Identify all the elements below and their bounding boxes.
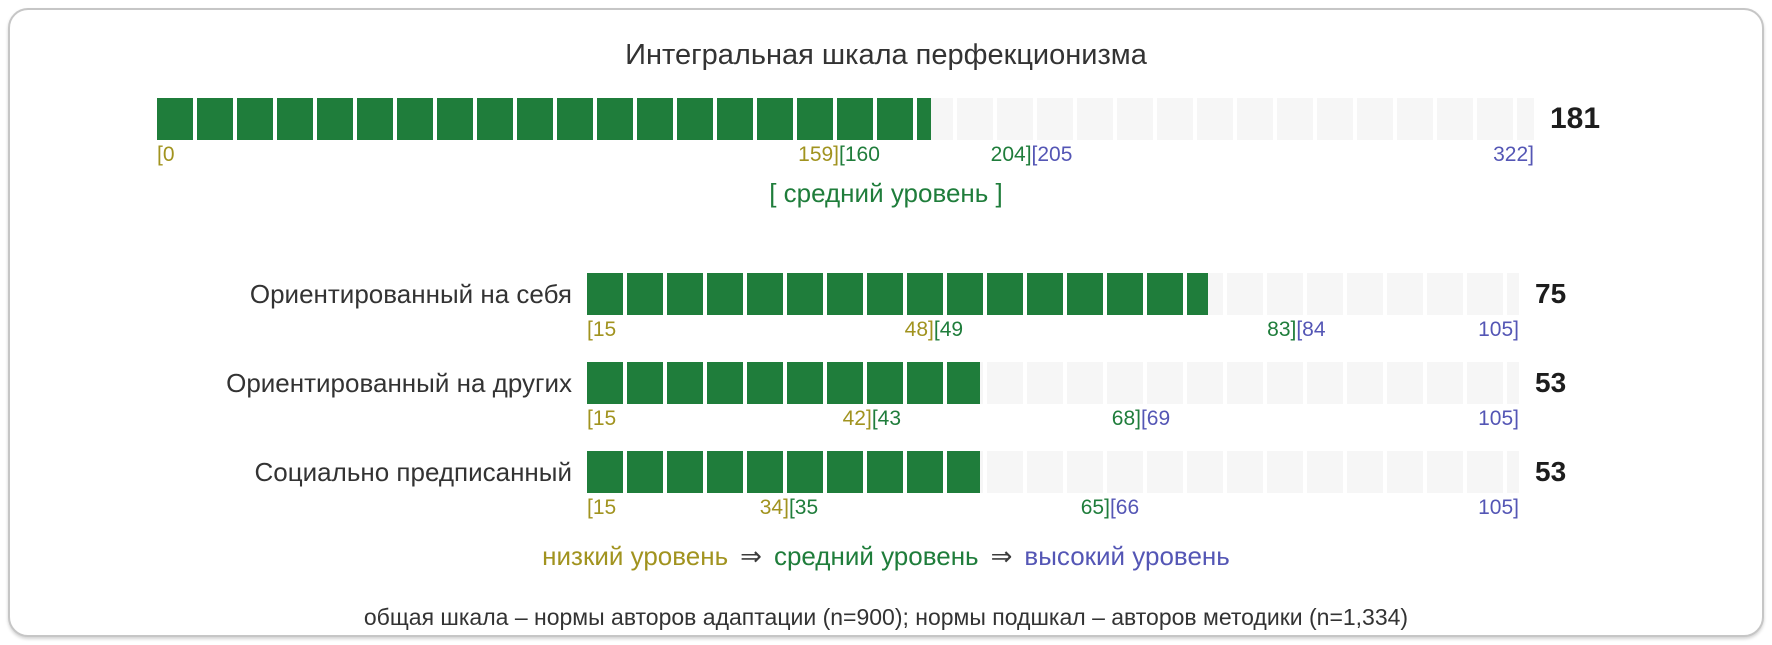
segmented-bar — [587, 362, 1519, 404]
main-bar-area: [0 159][160 204][205 322] — [157, 98, 1534, 169]
results-card: Интегральная шкала перфекционизма [0 159]… — [8, 8, 1764, 637]
legend: низкий уровень ⇒ средний уровень ⇒ высокий у… — [10, 540, 1762, 572]
tick-label: 34][35 — [760, 496, 818, 520]
subscale-bar-area: [15 42][43 68][69 105] — [587, 362, 1519, 433]
arrow-right-icon: ⇒ — [740, 541, 762, 571]
legend-low-level: низкий уровень — [542, 541, 729, 571]
arrow-right-icon: ⇒ — [990, 541, 1013, 571]
subscale-label: Ориентированный на себя — [249, 279, 572, 309]
scale-ticks: [15 42][43 68][69 105] — [587, 407, 1519, 433]
tick-segment-high: [66 — [1109, 496, 1140, 519]
subscale-rows: Ориентированный на себя [15 48][49 83][84 1… — [10, 273, 1762, 522]
tick-label: 105] — [1478, 496, 1519, 520]
tick-label: [0 — [157, 143, 175, 167]
level-label: [ средний уровень ] — [769, 178, 1003, 208]
tick-label: 68][69 — [1112, 407, 1170, 431]
tick-segment-mid: [35 — [788, 496, 819, 519]
tick-segment-high: 322] — [1493, 143, 1534, 166]
tick-label: 65][66 — [1081, 496, 1139, 520]
scale-value: 53 — [1535, 456, 1567, 487]
scale-value: 75 — [1535, 278, 1567, 309]
tick-segment-high: [84 — [1296, 318, 1326, 341]
tick-label: [15 — [587, 496, 616, 520]
tick-segment-high: [69 — [1140, 407, 1171, 430]
tick-segment-low: 34] — [759, 496, 789, 519]
subscale-bar-area: [15 48][49 83][84 105] — [587, 273, 1519, 344]
tick-segment-high: 105] — [1478, 407, 1519, 430]
main-bar-line: [0 159][160 204][205 322] 181 — [157, 98, 1762, 169]
tick-label: 322] — [1493, 143, 1534, 167]
tick-label: [15 — [587, 318, 616, 342]
tick-label: 48][49 — [905, 318, 963, 342]
tick-label: 42][43 — [843, 407, 901, 431]
subscale-row: Ориентированный на себя [15 48][49 83][84 1… — [10, 273, 1762, 344]
segmented-bar — [587, 273, 1519, 315]
scale-ticks: [15 48][49 83][84 105] — [587, 318, 1519, 344]
tick-segment-low: [15 — [587, 407, 617, 430]
tick-segment-mid: [43 — [871, 407, 902, 430]
scale-ticks: [15 34][35 65][66 105] — [587, 496, 1519, 522]
bar-grid — [587, 273, 1519, 315]
segmented-bar — [587, 451, 1519, 493]
tick-segment-mid: 83] — [1267, 318, 1297, 341]
tick-segment-mid: [160 — [839, 143, 880, 166]
legend-mid-level: средний уровень — [773, 541, 979, 571]
tick-label: 83][84 — [1267, 318, 1325, 342]
footnote: общая шкала – нормы авторов адаптации (n… — [363, 604, 1409, 630]
tick-label: 159][160 — [798, 143, 880, 167]
subscale-bar-area: [15 34][35 65][66 105] — [587, 451, 1519, 522]
bar-grid — [587, 362, 1519, 404]
tick-segment-high: 105] — [1478, 318, 1519, 341]
chart-title: Интегральная шкала перфекционизма — [625, 39, 1147, 71]
scale-ticks: [0 159][160 204][205 322] — [157, 143, 1534, 169]
tick-segment-low: [0 — [157, 143, 175, 166]
tick-label: [15 — [587, 407, 616, 431]
subscale-row: Социально предписанный [15 34][35 65][66 10… — [10, 451, 1762, 522]
tick-segment-mid: 204] — [990, 143, 1032, 166]
main-scale-section: [0 159][160 204][205 322] 181 — [10, 98, 1762, 169]
tick-segment-low: 159] — [798, 143, 840, 166]
tick-segment-high: 105] — [1478, 496, 1519, 519]
tick-segment-low: 42] — [842, 407, 872, 430]
tick-segment-low: [15 — [587, 496, 617, 519]
tick-segment-mid: 65] — [1080, 496, 1110, 519]
segmented-bar — [157, 98, 1534, 140]
tick-label: 105] — [1478, 407, 1519, 431]
tick-segment-high: [205 — [1031, 143, 1073, 166]
tick-segment-low: [15 — [587, 318, 617, 341]
scale-value: 53 — [1535, 367, 1567, 398]
subscale-label: Социально предписанный — [254, 457, 572, 487]
tick-label: 105] — [1478, 318, 1519, 342]
subscale-row: Ориентированный на других [15 42][43 68][6… — [10, 362, 1762, 433]
bar-grid — [587, 451, 1519, 493]
scale-value: 181 — [1550, 102, 1601, 135]
tick-segment-mid: 68] — [1111, 407, 1141, 430]
legend-high-level: высокий уровень — [1024, 541, 1230, 571]
tick-label: 204][205 — [991, 143, 1073, 167]
bar-grid — [157, 98, 1534, 140]
tick-segment-mid: [49 — [933, 318, 964, 341]
subscale-label: Ориентированный на других — [226, 368, 572, 398]
tick-segment-low: 48] — [904, 318, 934, 341]
